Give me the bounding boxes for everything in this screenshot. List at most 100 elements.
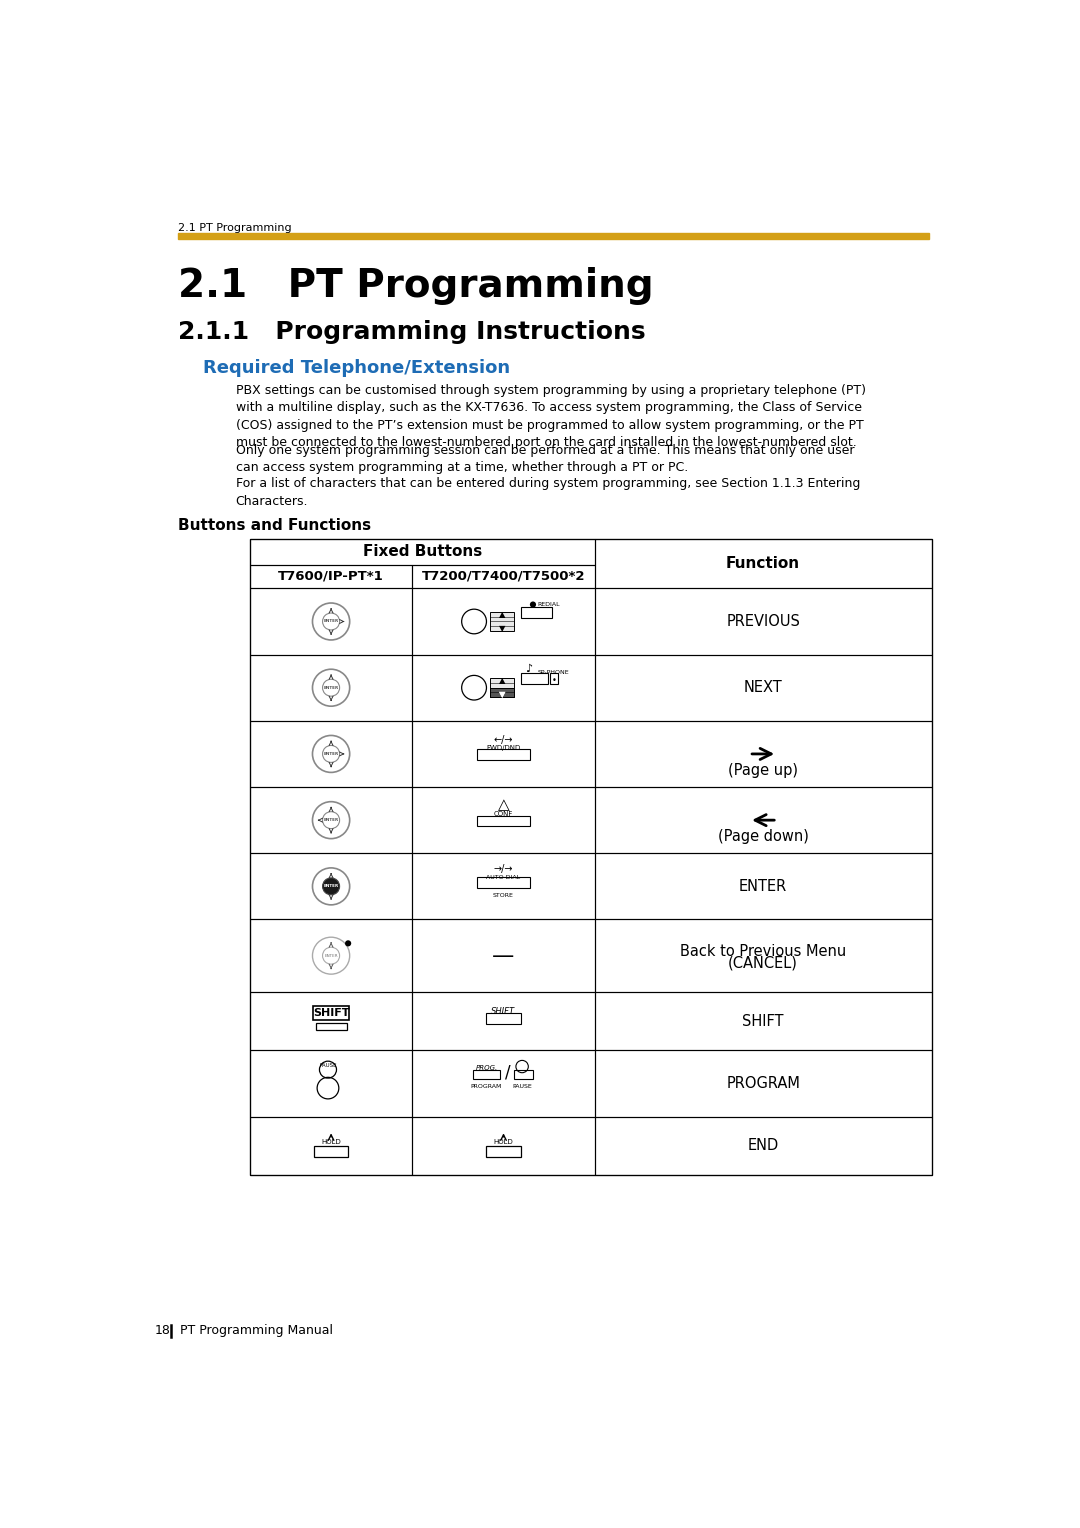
- Bar: [595, 853, 932, 920]
- Text: AUTO DIAL: AUTO DIAL: [486, 874, 521, 880]
- Bar: [486, 1146, 521, 1157]
- Text: 18: 18: [154, 1325, 171, 1337]
- Text: FWD/DND: FWD/DND: [486, 744, 521, 750]
- Bar: [413, 1050, 595, 1117]
- Bar: [413, 588, 595, 654]
- Bar: [413, 787, 595, 853]
- Text: END: END: [747, 1138, 779, 1154]
- Circle shape: [530, 602, 536, 608]
- Text: ←/→: ←/→: [494, 735, 513, 746]
- Bar: [413, 920, 595, 992]
- Text: Buttons and Functions: Buttons and Functions: [177, 518, 370, 533]
- Text: PROGRAM: PROGRAM: [471, 1083, 502, 1089]
- Text: HOLD: HOLD: [321, 1138, 341, 1144]
- Bar: [473, 1070, 500, 1079]
- Text: STORE: STORE: [494, 892, 514, 898]
- Text: Function: Function: [726, 556, 800, 571]
- Bar: [249, 588, 413, 654]
- Bar: [595, 721, 932, 787]
- Text: ENTER: ENTER: [324, 686, 339, 689]
- Text: ENTER: ENTER: [324, 619, 339, 623]
- Bar: [550, 672, 557, 685]
- Text: →/→: →/→: [494, 865, 513, 874]
- Text: ▲: ▲: [499, 677, 505, 685]
- Text: (Page down): (Page down): [718, 830, 809, 845]
- Bar: [313, 1005, 349, 1019]
- Bar: [249, 539, 932, 1175]
- Bar: [249, 853, 413, 920]
- Text: 2.1   PT Programming: 2.1 PT Programming: [177, 266, 653, 304]
- Text: 2.1 PT Programming: 2.1 PT Programming: [177, 223, 292, 234]
- Text: Back to Previous Menu: Back to Previous Menu: [680, 944, 847, 958]
- Text: ▼: ▼: [499, 691, 505, 700]
- Text: SP-PHONE: SP-PHONE: [538, 669, 569, 675]
- Text: For a list of characters that can be entered during system programming, see Sect: For a list of characters that can be ent…: [235, 477, 860, 507]
- Text: Fixed Buttons: Fixed Buttons: [363, 544, 482, 559]
- Bar: [595, 920, 932, 992]
- Text: T7200/T7400/T7500*2: T7200/T7400/T7500*2: [422, 570, 585, 582]
- Text: NEXT: NEXT: [744, 680, 783, 695]
- Bar: [315, 1024, 347, 1030]
- Text: •: •: [552, 677, 556, 685]
- Bar: [521, 607, 552, 617]
- Text: SHIFT: SHIFT: [742, 1013, 784, 1028]
- Bar: [249, 565, 413, 588]
- Bar: [249, 787, 413, 853]
- Bar: [249, 1117, 413, 1175]
- Bar: [514, 1070, 532, 1079]
- Bar: [489, 688, 514, 697]
- Bar: [249, 992, 413, 1050]
- Text: ▲: ▲: [499, 610, 505, 619]
- Text: ▼: ▼: [499, 623, 505, 633]
- Text: SHIFT: SHIFT: [491, 1007, 515, 1016]
- Bar: [595, 787, 932, 853]
- Bar: [489, 678, 514, 697]
- Bar: [177, 232, 930, 238]
- Bar: [249, 721, 413, 787]
- Text: ENTER: ENTER: [324, 752, 339, 756]
- Text: PT Programming Manual: PT Programming Manual: [180, 1325, 333, 1337]
- Bar: [249, 654, 413, 721]
- Text: 2.1.1   Programming Instructions: 2.1.1 Programming Instructions: [177, 321, 645, 344]
- Text: —: —: [492, 946, 515, 966]
- Bar: [413, 654, 595, 721]
- Bar: [413, 721, 595, 787]
- Text: Required Telephone/Extension: Required Telephone/Extension: [203, 359, 511, 377]
- Text: PROGRAM: PROGRAM: [726, 1076, 800, 1091]
- Bar: [314, 1146, 348, 1157]
- Text: ▼: ▼: [499, 691, 505, 700]
- Bar: [413, 565, 595, 588]
- Bar: [595, 539, 932, 588]
- Bar: [249, 539, 595, 565]
- Text: Only one system programming session can be performed at a time. This means that : Only one system programming session can …: [235, 443, 854, 474]
- Bar: [489, 613, 514, 631]
- Bar: [477, 877, 530, 888]
- Text: REDIAL: REDIAL: [538, 602, 561, 607]
- Bar: [595, 654, 932, 721]
- Text: ENTER: ENTER: [324, 885, 339, 888]
- Text: PREVIOUS: PREVIOUS: [726, 614, 800, 630]
- Bar: [249, 920, 413, 992]
- Text: T7600/IP-PT*1: T7600/IP-PT*1: [279, 570, 384, 582]
- Bar: [595, 992, 932, 1050]
- Text: ENTER: ENTER: [324, 817, 339, 822]
- Text: PAUSE: PAUSE: [320, 1062, 337, 1068]
- Text: PROG.: PROG.: [475, 1065, 498, 1071]
- Text: HOLD: HOLD: [494, 1138, 513, 1144]
- Text: △: △: [498, 798, 510, 813]
- Text: /: /: [504, 1063, 510, 1082]
- Bar: [595, 588, 932, 654]
- Bar: [477, 816, 530, 827]
- Bar: [486, 1013, 521, 1024]
- Bar: [595, 1050, 932, 1117]
- Text: SHIFT: SHIFT: [313, 1007, 349, 1018]
- Text: (CANCEL): (CANCEL): [728, 957, 798, 970]
- Bar: [595, 1117, 932, 1175]
- Bar: [521, 672, 549, 685]
- Text: ♪: ♪: [525, 665, 531, 674]
- Text: CONF: CONF: [494, 811, 513, 817]
- Bar: [413, 1117, 595, 1175]
- Text: PBX settings can be customised through system programming by using a proprietary: PBX settings can be customised through s…: [235, 384, 866, 449]
- Text: ENTER: ENTER: [324, 953, 338, 958]
- Bar: [413, 992, 595, 1050]
